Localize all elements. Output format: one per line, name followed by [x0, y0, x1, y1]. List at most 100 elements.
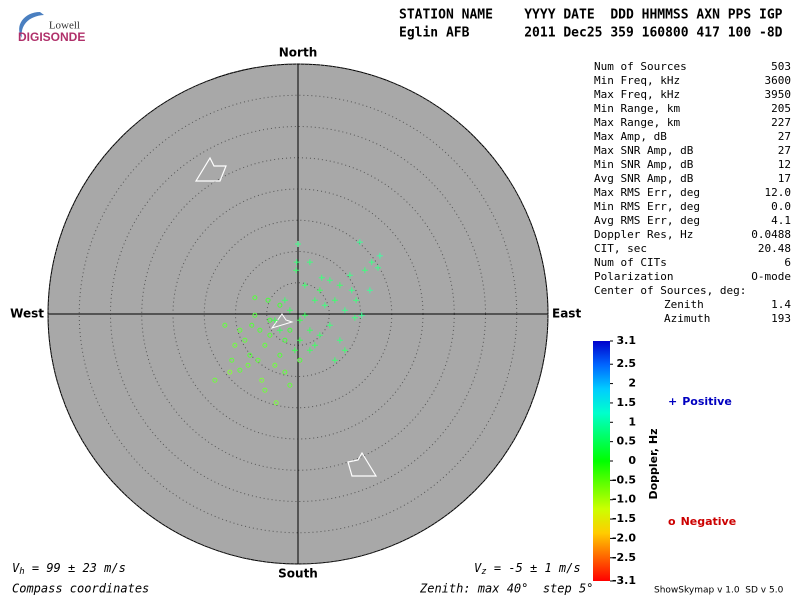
direction-label: West: [10, 307, 44, 321]
source-point: [247, 352, 253, 358]
stat-label: Min RMS Err, deg: [594, 200, 700, 213]
source-point: [242, 337, 248, 343]
source-point: [252, 312, 258, 318]
stat-label: Num of Sources: [594, 60, 687, 73]
colorbar-tick-label: 3.1: [617, 334, 637, 347]
stat-label: Max Amp, dB: [594, 130, 667, 143]
source-point: [293, 267, 300, 274]
direction-label: North: [279, 46, 317, 60]
stat-label: Avg RMS Err, deg: [594, 214, 700, 227]
source-point: [306, 327, 313, 334]
direction-label: East: [552, 307, 581, 321]
source-point: [262, 342, 268, 348]
stat-value: 1.4: [771, 298, 791, 311]
colorbar-tick-label: 0: [628, 454, 636, 467]
colorbar-tick-label: -0.5: [612, 473, 636, 486]
source-point: [316, 332, 323, 339]
source-point: [227, 369, 233, 375]
source-point: [331, 297, 338, 304]
stat-value: 20.48: [758, 242, 791, 255]
stat-value: 12: [778, 158, 791, 171]
source-point: [368, 259, 375, 266]
source-point: [262, 387, 268, 393]
stat-label: CIT, sec: [594, 242, 647, 255]
colorbar: 3.1 2.5 2 1.5 1 0.5 0 -0.5 -1.0 -1.5 -2.0 -2.5 -3.1 D…: [593, 334, 736, 587]
stat-value: 27: [778, 130, 791, 143]
logo-swoosh: [19, 12, 44, 38]
stat-label: Polarization: [594, 270, 673, 283]
source-point: [252, 295, 258, 301]
source-point: [259, 377, 265, 383]
stat-value: 6: [784, 256, 791, 269]
source-point: [273, 400, 279, 406]
source-point: [267, 317, 273, 323]
colorbar-tick-label: -1.5: [612, 512, 636, 525]
colorbar-tick-label: -2.5: [612, 551, 636, 564]
legend-name: Negative: [681, 515, 737, 528]
stat-label: Azimuth: [664, 312, 710, 325]
stat-label: Min SNR Amp, dB: [594, 158, 694, 171]
source-point: [249, 322, 255, 328]
source-point: [326, 322, 333, 329]
source-point: [296, 317, 303, 324]
source-point: [306, 347, 313, 354]
source-point: [291, 347, 298, 354]
source-point: [255, 357, 261, 363]
source-point: [351, 314, 358, 321]
stat-value: O-mode: [751, 270, 791, 283]
stat-label: Min Freq, kHz: [594, 74, 680, 87]
plot: North South East West: [10, 46, 581, 581]
stat-value: 27: [778, 144, 791, 157]
source-point: [341, 307, 348, 314]
stat-value: 12.0: [765, 186, 792, 199]
stat-label: Center of Sources, deg:: [594, 284, 746, 297]
source-point: [361, 267, 368, 274]
source-point: [229, 357, 235, 363]
source-point: [272, 362, 278, 368]
source-point: [311, 342, 318, 349]
source-point: [358, 312, 365, 319]
stat-label: Max Range, km: [594, 116, 680, 129]
stat-value: 0.0: [771, 200, 791, 213]
stat-value: 4.1: [771, 214, 791, 227]
colorbar-tick-label: 1: [628, 415, 636, 428]
colorbar-tick-label: 1.5: [617, 396, 637, 409]
source-point: [287, 327, 293, 333]
stat-label: Zenith: [664, 298, 704, 311]
source-point: [376, 252, 383, 259]
stat-label: Num of CITs: [594, 256, 667, 269]
colorbar-tick-label: -2.0: [612, 531, 636, 544]
source-point: [348, 287, 355, 294]
logo-top: Lowell: [49, 20, 80, 32]
zenith-note: Zenith: max 40° step 5°: [419, 582, 593, 596]
source-point: [331, 357, 338, 364]
stat-value: 17: [778, 172, 791, 185]
source-point: [281, 297, 288, 304]
source-point: [316, 287, 323, 294]
stat-value: 0.0488: [751, 228, 791, 241]
colorbar-scale: [593, 341, 610, 581]
stat-label: Max SNR Amp, dB: [594, 144, 694, 157]
source-point: [232, 342, 238, 348]
source-point: [267, 332, 273, 338]
source-point: [301, 282, 308, 289]
version: ShowSkymap v 1.0 SD v 5.0: [654, 586, 784, 596]
source-point: [306, 259, 313, 266]
velocity-arrow: [194, 156, 227, 182]
colorbar-tick-label: -3.1: [612, 574, 636, 587]
source-point: [237, 327, 243, 333]
source-point: [212, 377, 218, 383]
source-point: [366, 287, 373, 294]
legend-entry: o Negative: [668, 515, 736, 528]
source-point: [282, 369, 288, 375]
colorbar-tick-label: 2.5: [617, 357, 637, 370]
colorbar-tick-label: -1.0: [612, 493, 636, 506]
logo-bottom: DIGISONDE: [18, 30, 85, 44]
source-point: [356, 239, 363, 246]
stat-label: Avg SNR Amp, dB: [594, 172, 694, 185]
stat-label: Doppler Res, Hz: [594, 228, 693, 241]
stats-table: Num of Sources 503 Min Freq, kHz 3600 Max Fr…: [594, 60, 791, 325]
source-point: [237, 367, 243, 373]
source-point: [336, 337, 343, 344]
velocity-arrow: [270, 313, 294, 329]
